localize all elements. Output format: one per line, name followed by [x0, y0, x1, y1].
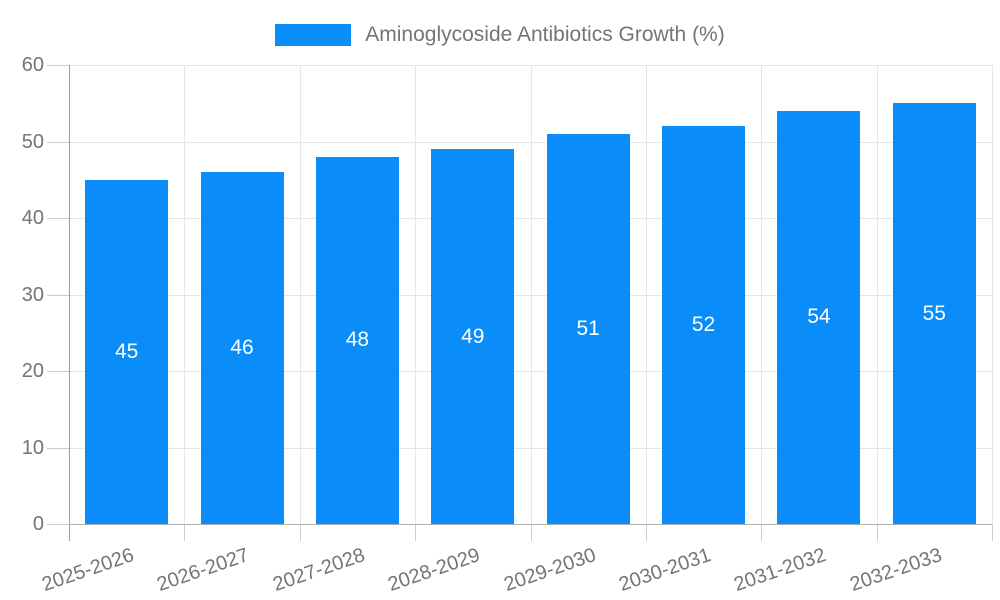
bar-value-label: 48 [345, 328, 370, 352]
y-axis-tick [47, 447, 69, 449]
bar-value-label: 55 [922, 301, 946, 325]
bar-value-label: 45 [115, 339, 139, 363]
x-axis-tick [415, 524, 417, 541]
x-axis-category-label: 2030-2031 [616, 544, 714, 596]
bar-value-label: 49 [461, 324, 485, 348]
bar-value-label: 51 [576, 316, 600, 340]
gridline-vertical [992, 65, 993, 524]
bar-value-label: 46 [230, 336, 254, 360]
y-axis-tick [47, 294, 69, 296]
legend-swatch [275, 24, 352, 46]
y-axis-tick [47, 65, 69, 66]
x-axis-category-label: 2026-2027 [154, 544, 253, 596]
gridline-vertical [530, 65, 532, 524]
gridline-vertical [184, 65, 186, 524]
gridline-vertical [299, 65, 301, 524]
bar-value-label: 54 [807, 305, 831, 329]
x-axis-category-label: 2032-2033 [846, 544, 945, 596]
x-axis-category-label: 2025-2026 [39, 544, 137, 596]
y-axis-tick-label: 50 [21, 130, 44, 153]
y-axis-tick-label: 20 [21, 360, 44, 382]
y-axis-tick [47, 218, 69, 219]
bar [892, 103, 976, 524]
legend: Aminoglycoside Antibiotics Growth (%) [0, 24, 1000, 46]
x-axis-tick [992, 524, 993, 541]
bar [777, 110, 861, 524]
x-axis-category-label: 2028-2029 [385, 544, 483, 596]
bar [662, 126, 746, 524]
y-axis-tick-label: 40 [21, 207, 44, 229]
legend-label: Aminoglycoside Antibiotics Growth (%) [365, 23, 725, 46]
bar-value-label: 52 [691, 313, 716, 337]
bar [546, 133, 630, 524]
y-axis-line [69, 65, 70, 541]
bar [85, 179, 169, 524]
gridline-vertical [415, 65, 417, 524]
x-axis-category-label: 2031-2032 [731, 544, 830, 596]
y-axis-tick-label: 10 [21, 436, 44, 459]
bar [315, 156, 399, 524]
x-axis-tick [530, 524, 532, 541]
gridline-vertical [876, 65, 878, 524]
x-axis-tick [761, 524, 763, 541]
x-axis-category-label: 2029-2030 [500, 544, 599, 596]
bar [431, 149, 515, 524]
x-axis-tick [299, 524, 301, 541]
x-axis-tick [876, 524, 878, 541]
y-axis-tick [47, 141, 69, 143]
x-axis-tick [645, 524, 647, 541]
bar [200, 172, 284, 524]
gridline-vertical [645, 65, 647, 524]
y-axis-tick-label: 30 [21, 283, 44, 306]
y-axis-tick [47, 371, 69, 372]
gridline-vertical [761, 65, 763, 524]
x-axis-category-label: 2027-2028 [269, 544, 368, 596]
y-axis-tick-label: 0 [32, 513, 44, 535]
y-axis-tick-label: 60 [21, 54, 44, 76]
y-axis-tick [47, 524, 69, 525]
x-axis-tick [184, 524, 186, 541]
x-axis-line [69, 524, 992, 525]
